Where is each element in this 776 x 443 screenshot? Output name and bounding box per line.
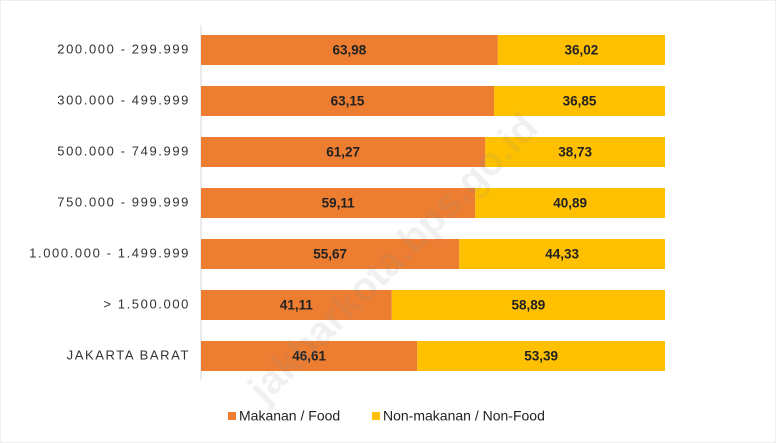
data-label: 61,27 (326, 145, 360, 160)
data-label: 55,67 (313, 247, 347, 262)
data-label: 53,39 (524, 349, 558, 364)
data-label: 44,33 (545, 247, 579, 262)
bar-segment (201, 35, 498, 65)
data-label: 58,89 (511, 298, 545, 313)
bar-segment (201, 137, 486, 167)
data-label: 36,02 (565, 43, 599, 58)
bar-segment (475, 188, 665, 218)
y-tick-label: 1.000.000 - 1.499.999 (29, 245, 190, 260)
bar-segment (201, 239, 460, 269)
bar-segment (497, 35, 665, 65)
bar-segment (201, 86, 495, 116)
legend-label: Makanan / Food (239, 408, 340, 424)
legend-label: Non-makanan / Non-Food (383, 408, 545, 424)
y-tick-label: 300.000 - 499.999 (57, 92, 190, 107)
bar-segment (201, 290, 392, 320)
data-label: 36,85 (563, 94, 597, 109)
bar-segment (201, 341, 418, 371)
legend-swatch (228, 412, 236, 420)
legend-swatch (372, 412, 380, 420)
bar-segment (485, 137, 665, 167)
data-label: 63,15 (331, 94, 365, 109)
data-label: 38,73 (558, 145, 592, 160)
data-label: 59,11 (322, 196, 356, 211)
bar-segment (417, 341, 665, 371)
data-label: 46,61 (292, 349, 326, 364)
bar-segment (201, 188, 476, 218)
y-tick-label: 750.000 - 999.999 (57, 194, 190, 209)
bar-segment (494, 86, 665, 116)
bar-segment (459, 239, 665, 269)
data-label: 40,89 (553, 196, 587, 211)
y-tick-label: JAKARTA BARAT (67, 347, 190, 362)
data-label: 41,11 (280, 298, 314, 313)
y-tick-label: > 1.500.000 (103, 296, 190, 311)
y-tick-label: 500.000 - 749.999 (57, 143, 190, 158)
data-label: 63,98 (333, 43, 367, 58)
bar-segment (391, 290, 665, 320)
y-tick-label: 200.000 - 299.999 (57, 41, 190, 56)
